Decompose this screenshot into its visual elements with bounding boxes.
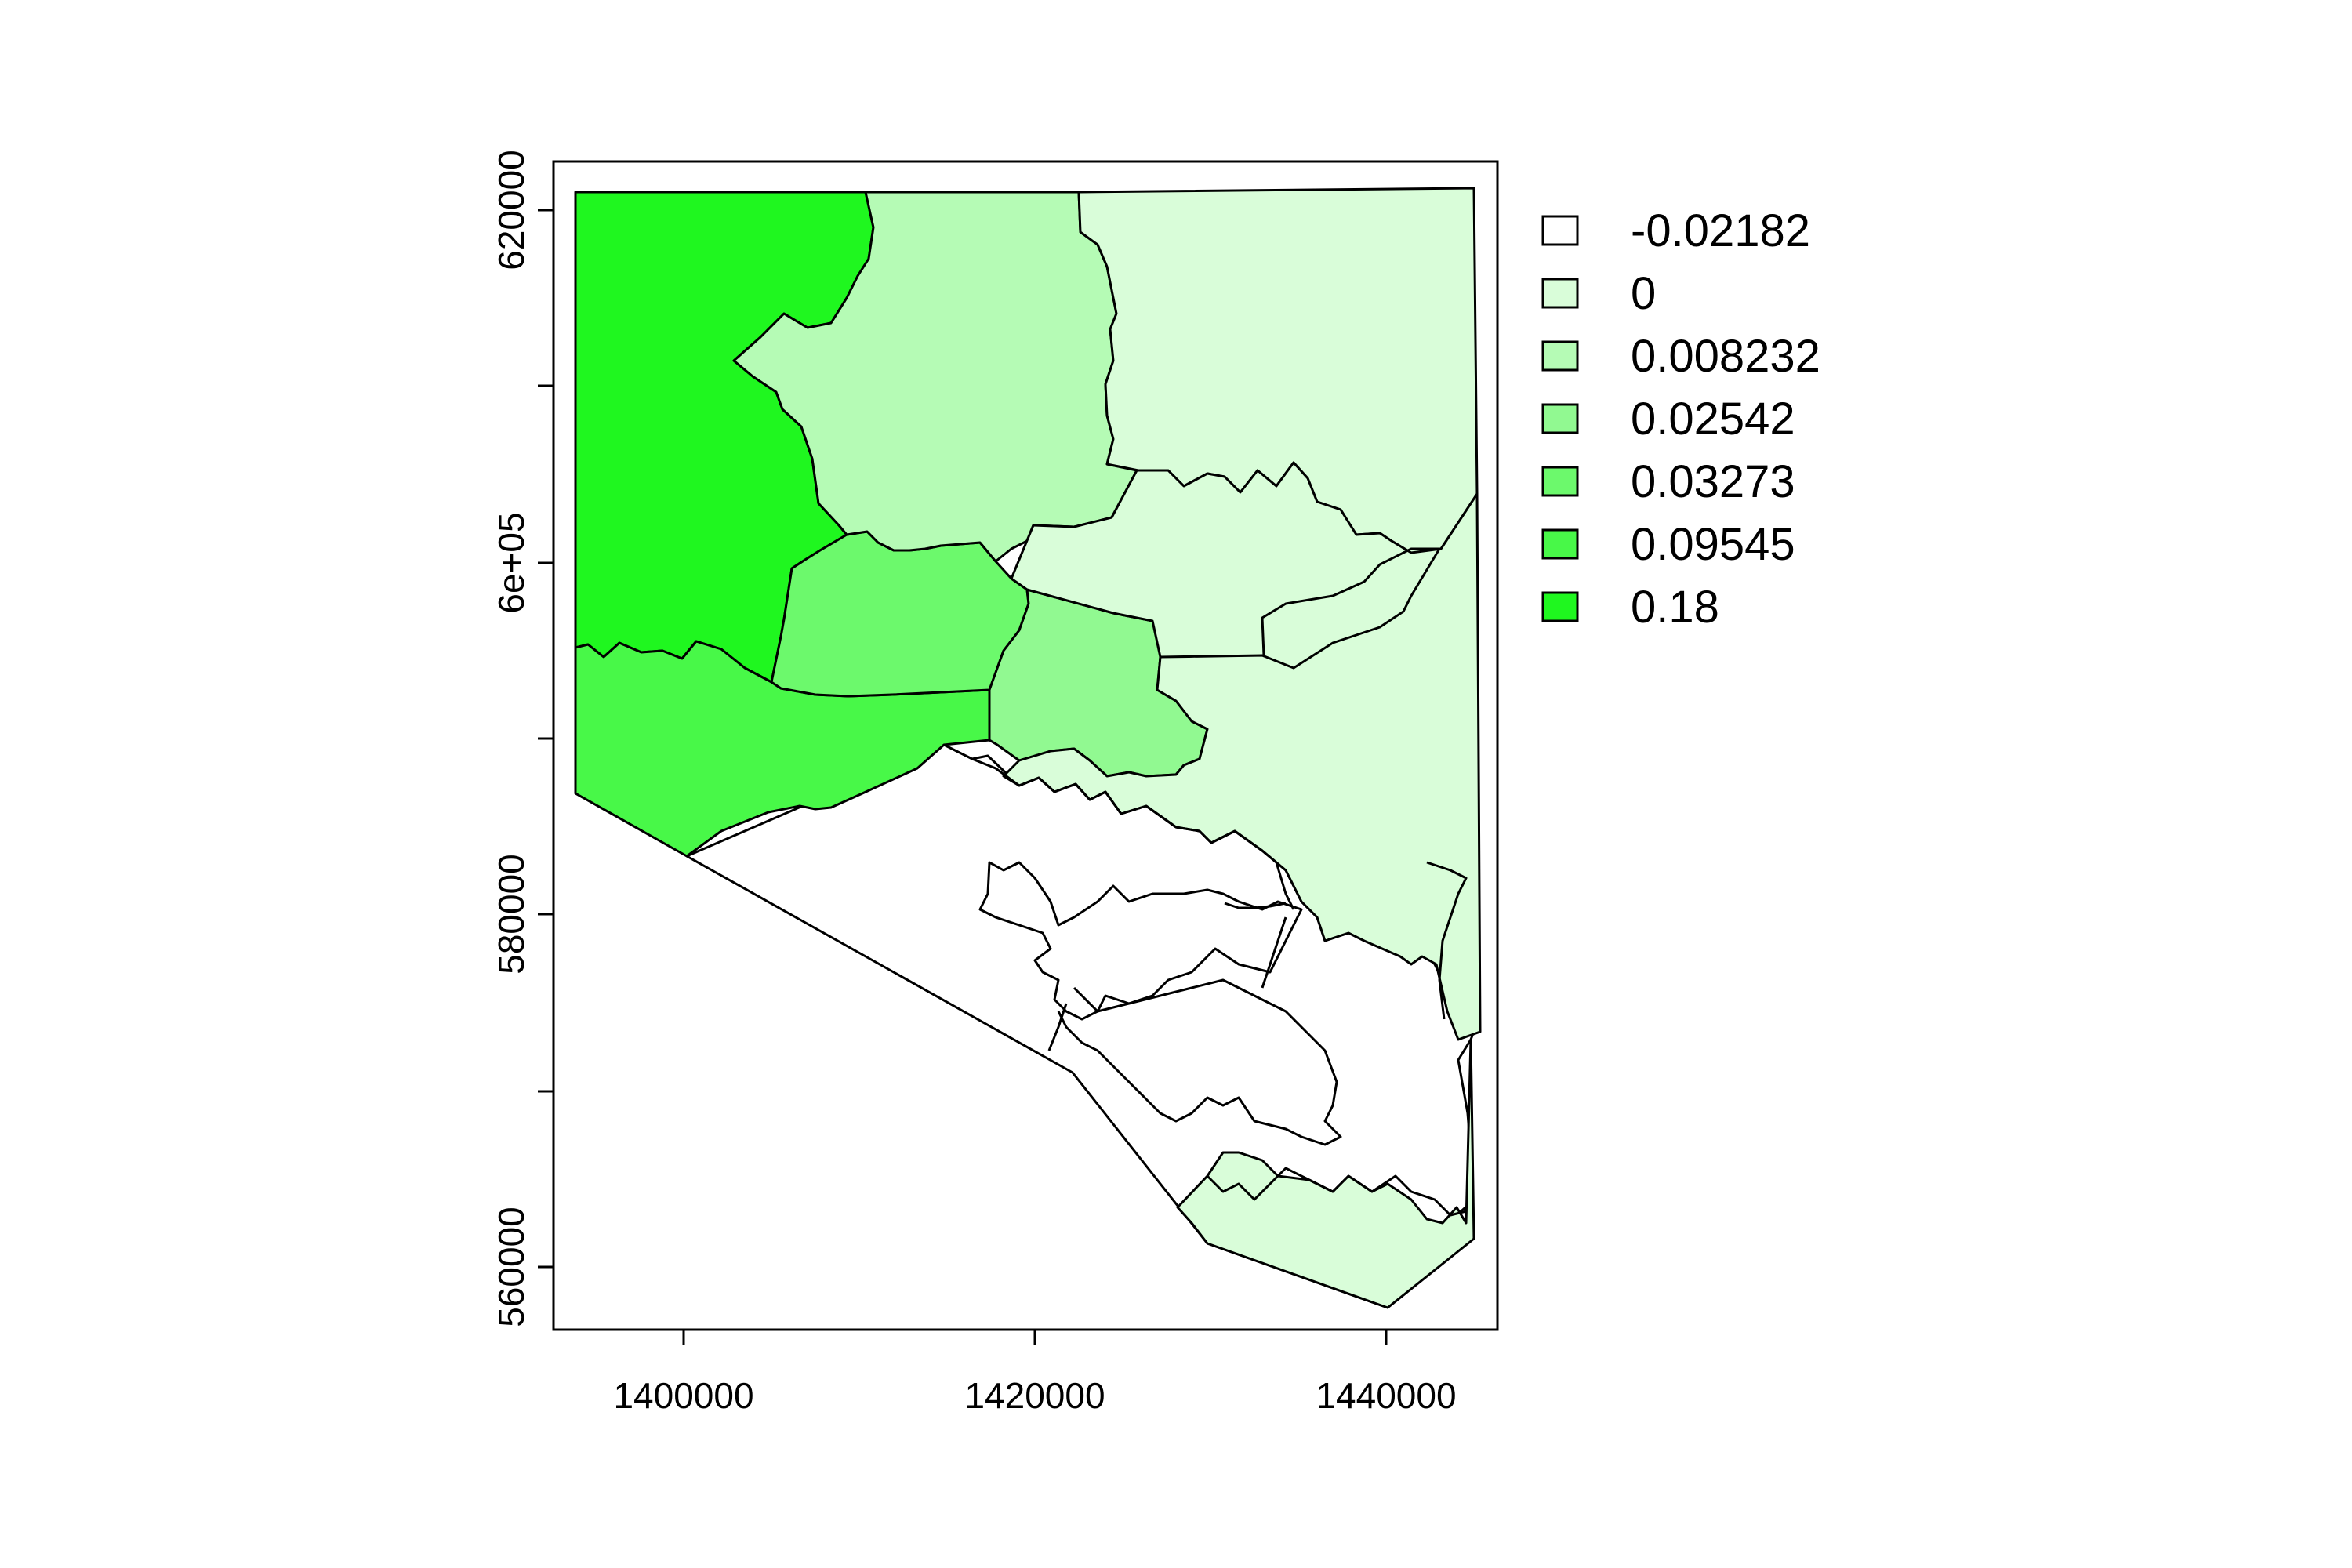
y-tick-label: 560000 — [491, 1207, 532, 1327]
legend-label: 0.18 — [1631, 582, 1719, 633]
x-tick-label: 1420000 — [964, 1375, 1105, 1416]
x-tick-label: 1400000 — [613, 1375, 753, 1416]
region-southeast — [1176, 1038, 1475, 1309]
legend-swatch — [1541, 340, 1579, 372]
legend-label: 0 — [1631, 268, 1656, 319]
legend-label: 0.008232 — [1631, 331, 1820, 382]
channel-line-2 — [1224, 902, 1287, 909]
channel-line — [1261, 916, 1287, 989]
legend-label: -0.02182 — [1631, 205, 1810, 256]
legend-label: 0.03273 — [1631, 456, 1795, 507]
legend-swatch — [1541, 466, 1579, 497]
legend-label: 0.02542 — [1631, 394, 1795, 445]
patapsco-shoreline — [1057, 978, 1342, 1146]
legend-swatch — [1541, 591, 1579, 622]
legend-label: 0.09545 — [1631, 519, 1795, 570]
x-axis: 1400000 1420000 1440000 — [613, 1330, 1457, 1416]
x-tick-label: 1440000 — [1316, 1375, 1456, 1416]
y-tick-label: 6e+05 — [491, 512, 532, 613]
harbor-shoreline — [971, 757, 1295, 910]
legend-swatch — [1541, 215, 1579, 246]
legend: -0.02182 0 0.008232 0.02542 0.03273 0.09… — [1541, 205, 1820, 633]
legend-swatch — [1541, 403, 1579, 434]
river-channel — [1426, 861, 1468, 1020]
y-axis: 560000 580000 6e+05 620000 — [491, 150, 554, 1327]
inlet-line — [1047, 1003, 1068, 1051]
middle-branch-shoreline — [978, 861, 1303, 1021]
curtis-creek-shoreline — [1206, 1167, 1467, 1217]
plot-frame — [552, 160, 1499, 1331]
y-tick-label: 580000 — [491, 854, 532, 975]
legend-swatch — [1541, 278, 1579, 309]
y-tick-label: 620000 — [491, 150, 532, 270]
legend-swatch — [1541, 528, 1579, 560]
